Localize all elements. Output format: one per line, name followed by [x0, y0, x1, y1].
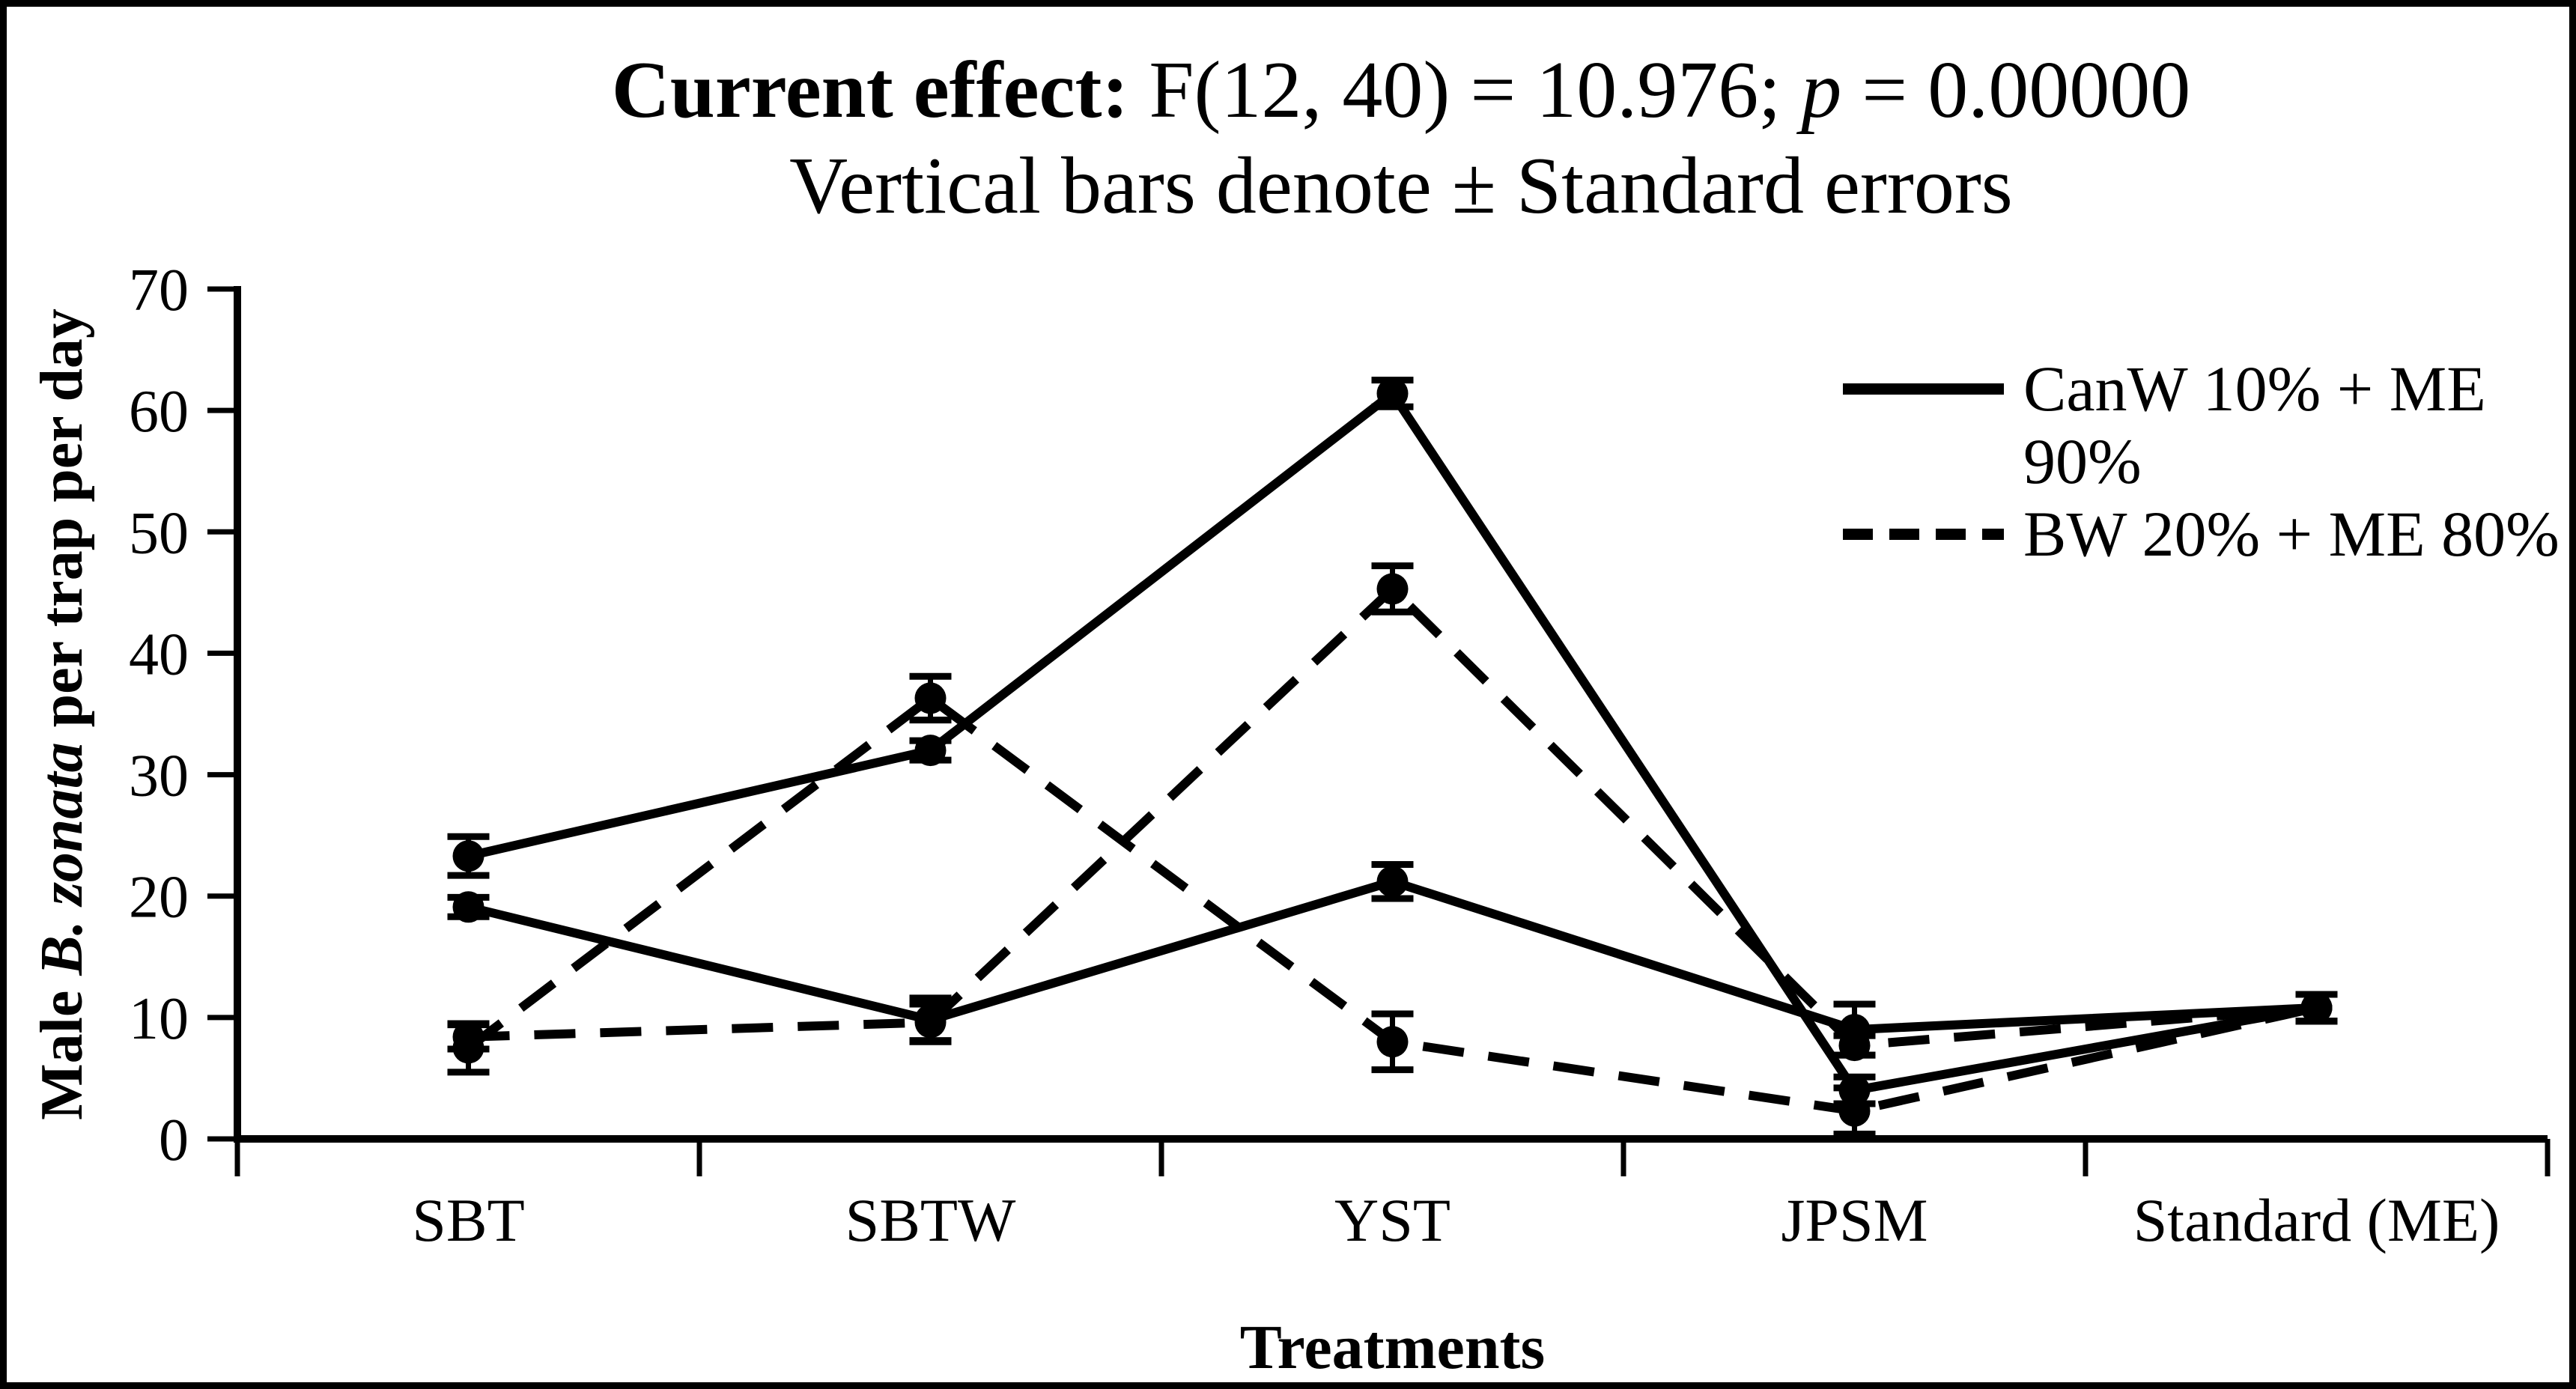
legend: CanW 10% + ME 90% BW 20% + ME 80%	[1843, 353, 2560, 571]
data-point-marker	[914, 735, 947, 767]
y-tick-label: 30	[129, 744, 189, 809]
y-tick-label: 20	[129, 865, 189, 931]
title-p-symbol: p	[1801, 46, 1842, 135]
title-stat-part: F(12, 40) = 10.976;	[1128, 46, 1802, 135]
x-category-label: SBTW	[845, 1186, 1016, 1254]
data-point-marker	[1376, 866, 1409, 898]
y-tick-label: 40	[129, 621, 189, 687]
y-tick-label: 10	[129, 986, 189, 1052]
legend-solid-line-swatch	[1843, 383, 2004, 395]
chart-title-block: Current effect: F(12, 40) = 10.976; p = …	[231, 43, 2569, 234]
data-point-marker	[1838, 1030, 1871, 1062]
y-axis-title-species: B. zonata	[29, 742, 95, 976]
data-point-marker	[1838, 1095, 1871, 1127]
plot-area: Male B. zonata per trap per day 0 10 20 30 4…	[29, 258, 2551, 1254]
y-axis-title: Male B. zonata per trap per day	[29, 309, 95, 1120]
chart-title: Current effect: F(12, 40) = 10.976; p = …	[231, 43, 2569, 139]
data-point-marker	[452, 891, 484, 923]
series-line-solid	[467, 876, 2317, 1035]
x-category-label: YST	[1334, 1186, 1450, 1254]
legend-row: CanW 10% + ME 90%	[1843, 353, 2560, 498]
data-point-marker	[914, 682, 947, 714]
data-point-marker	[1376, 377, 1409, 410]
x-axis-title: Treatments	[1239, 1313, 1546, 1382]
data-point-marker	[452, 1021, 484, 1053]
x-category-label: Standard (ME)	[2133, 1186, 2500, 1254]
chart-subtitle: Vertical bars denote ± Standard errors	[789, 142, 2013, 231]
legend-dashed-line-swatch	[1843, 529, 2004, 540]
legend-label: CanW 10% + ME 90%	[2023, 353, 2486, 497]
y-axis-title-suffix: per trap per day	[29, 309, 95, 742]
data-point-marker	[1376, 573, 1409, 605]
data-point-marker	[452, 840, 484, 872]
x-category-label: JPSM	[1781, 1186, 1928, 1254]
legend-row: BW 20% + ME 80%	[1843, 498, 2560, 571]
data-point-marker	[914, 1006, 947, 1039]
x-category-label: SBT	[412, 1186, 524, 1254]
title-pvalue-part: = 0.00000	[1841, 46, 2191, 135]
title-bold-part: Current effect:	[611, 46, 1129, 135]
data-point-marker	[2300, 991, 2333, 1024]
y-tick-label: 70	[129, 258, 189, 323]
y-tick-label: 0	[159, 1107, 189, 1173]
data-point-marker	[1376, 1026, 1409, 1058]
y-tick-label: 50	[129, 500, 189, 566]
y-axis-title-prefix: Male	[29, 976, 95, 1120]
y-tick-label: 60	[129, 379, 189, 445]
legend-label: BW 20% + ME 80%	[2023, 498, 2560, 570]
